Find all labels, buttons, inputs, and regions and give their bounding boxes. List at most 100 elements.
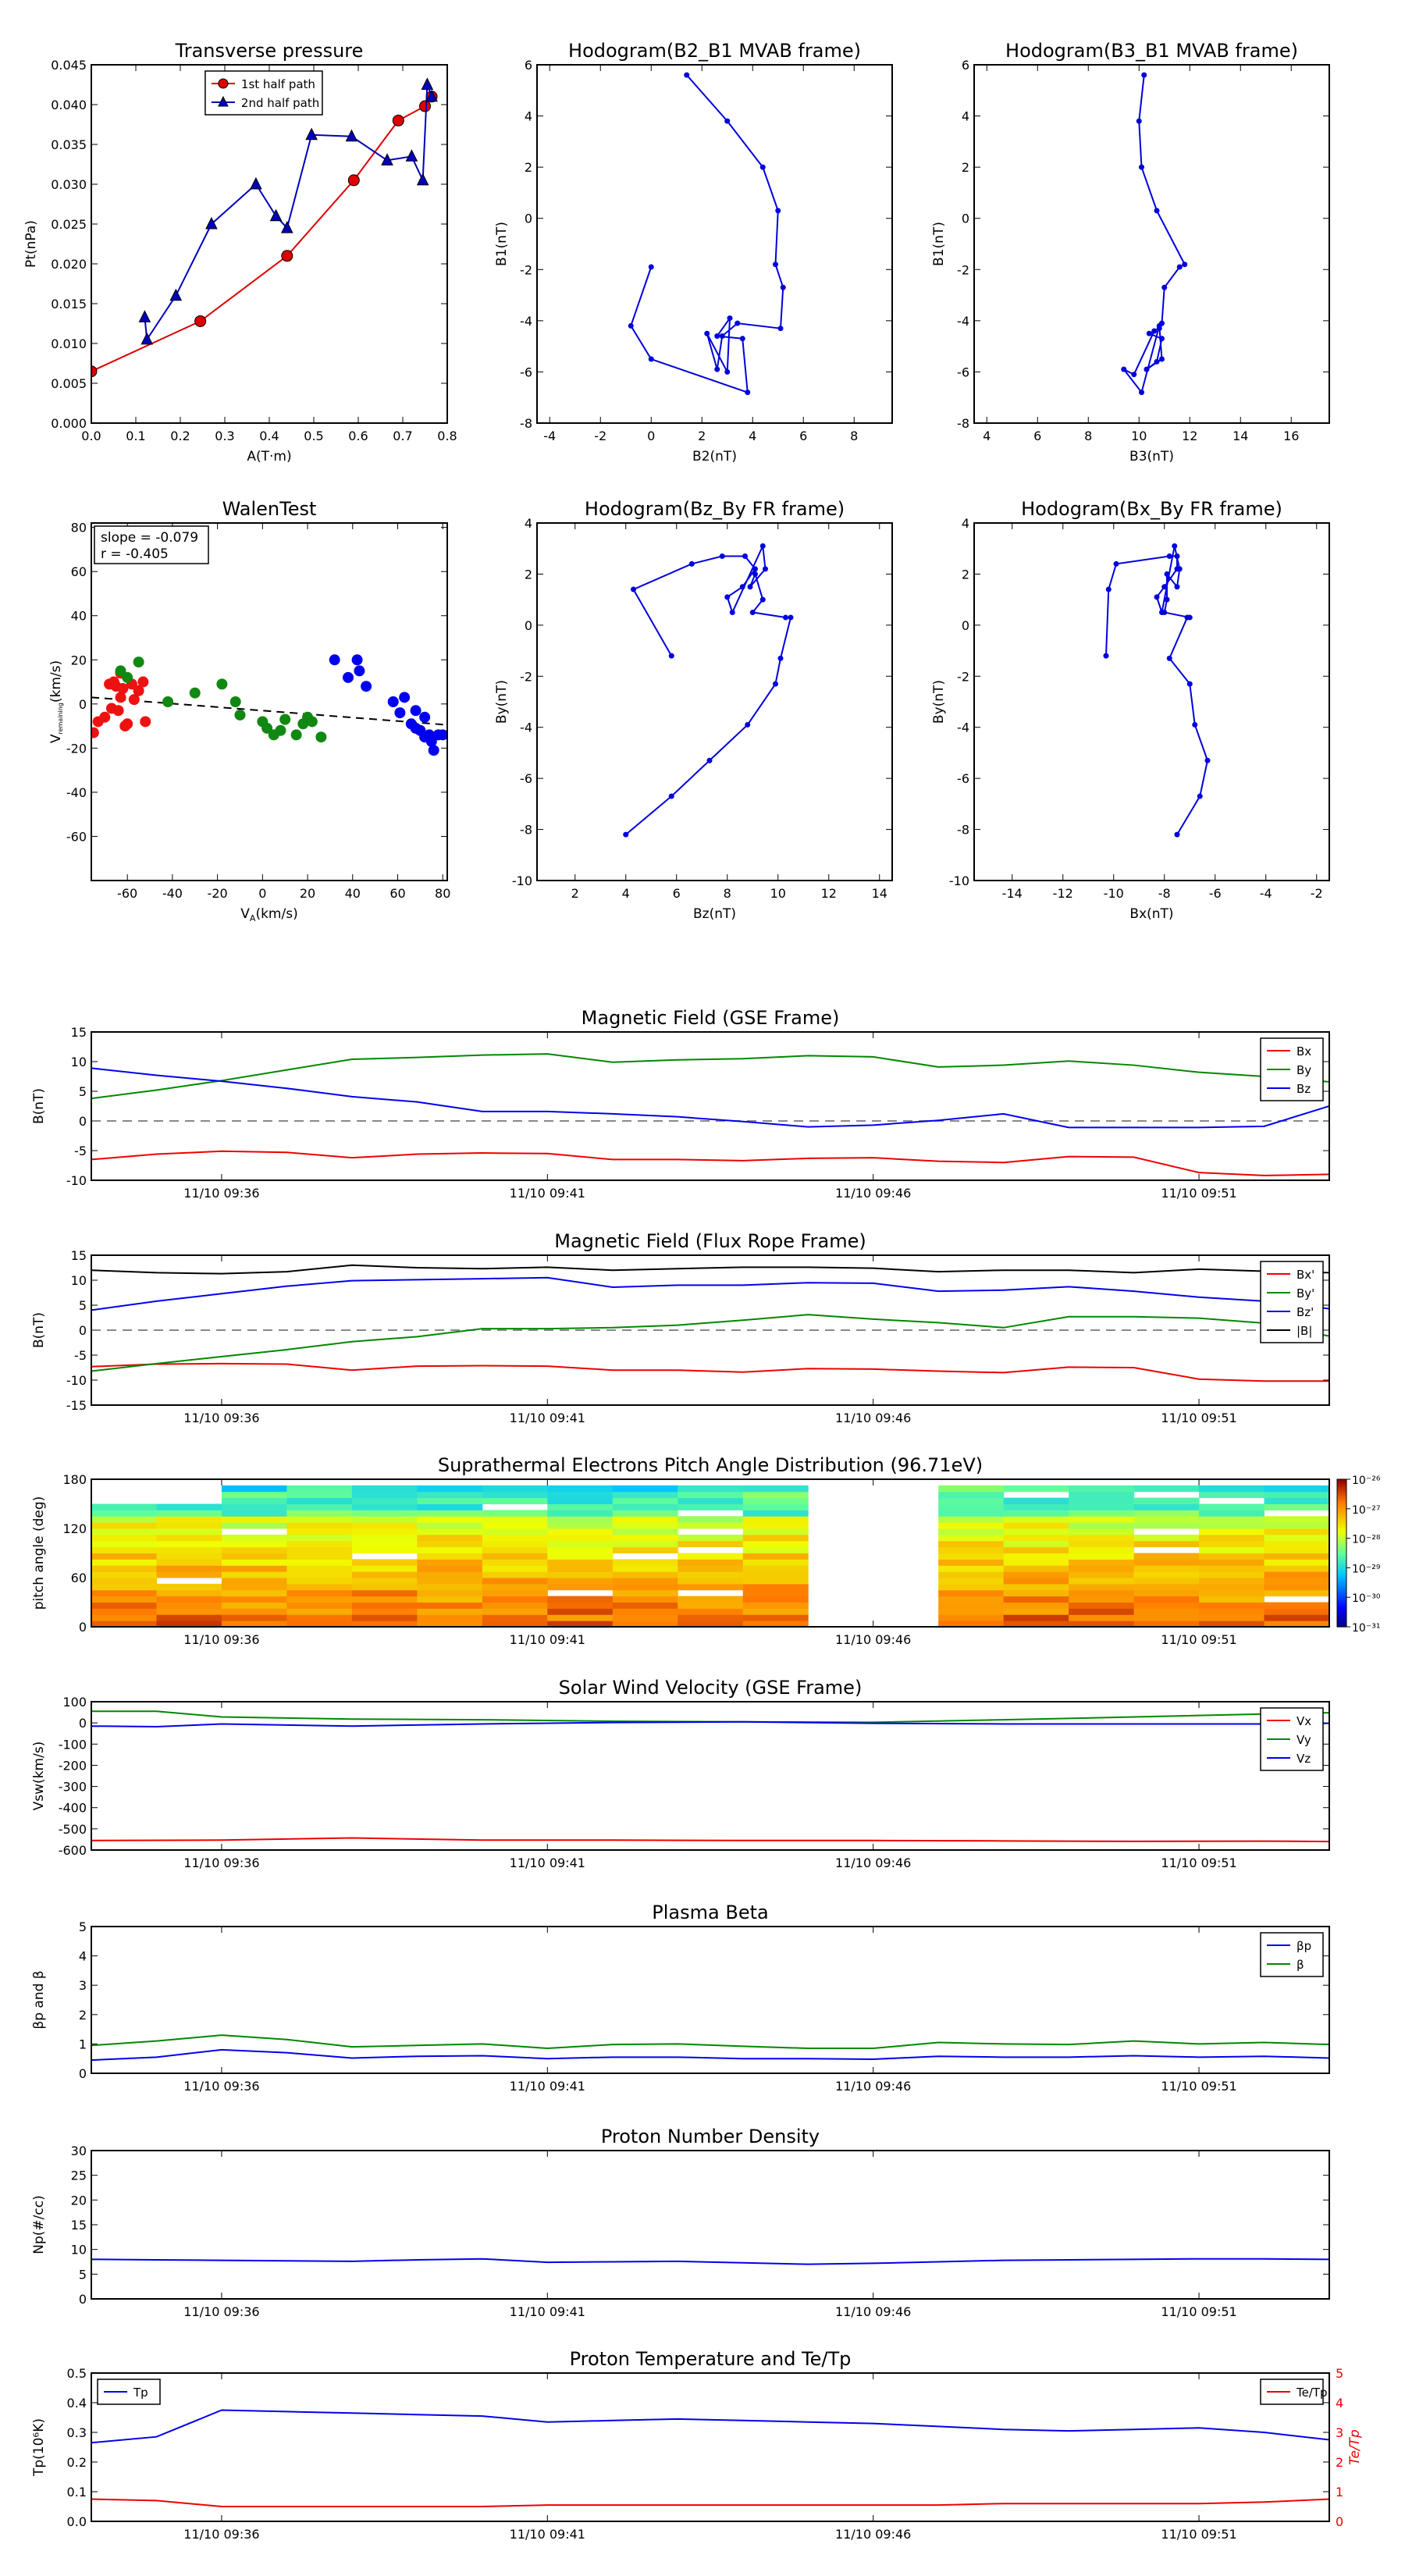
colorbar-band	[1337, 1560, 1346, 1564]
heatmap-cell	[156, 1596, 222, 1603]
heatmap-cell	[742, 1596, 809, 1603]
data-point	[714, 333, 720, 340]
heatmap-cell	[351, 1596, 418, 1603]
data-point	[275, 724, 286, 736]
heatmap-cell	[742, 1485, 809, 1493]
chart-title: Hodogram(B2_B1 MVAB frame)	[568, 40, 861, 62]
y-tick-label: 2	[525, 567, 532, 582]
y-axis-label: B(nT)	[31, 1312, 47, 1348]
panel-walen: WalenTest -60 -40 -20 0 20 40 60 80 -60 -40 -20 0 20 4…	[48, 498, 450, 923]
regression-fit-line	[91, 696, 447, 726]
panel-mag_gse: Magnetic Field (GSE Frame) -10 -5 0 5 10 15 11/…	[31, 1007, 1330, 1201]
y-tick-label: -6	[520, 365, 532, 379]
x-tick-label: 12	[1182, 429, 1197, 443]
heatmap-cell	[482, 1559, 548, 1566]
heatmap-cell	[1133, 1578, 1200, 1585]
series-2	[329, 654, 447, 756]
heatmap-cell	[742, 1571, 809, 1578]
heatmap-cell	[547, 1510, 614, 1517]
heatmap-cell	[417, 1534, 483, 1542]
chart-title: Suprathermal Electrons Pitch Angle Distr…	[438, 1454, 983, 1476]
heatmap-cell	[938, 1614, 1005, 1621]
x-tick-label: -10	[1104, 886, 1124, 901]
heatmap-cell	[351, 1621, 418, 1627]
heatmap-cell	[1003, 1589, 1069, 1597]
heatmap-cell	[351, 1503, 418, 1510]
right-y-axis-label: Te/Tp	[1347, 2429, 1363, 2465]
legend-frame	[205, 70, 323, 116]
y-tick-label: 60	[71, 564, 87, 579]
x-tick-label: 20	[300, 886, 315, 901]
data-point	[747, 584, 753, 590]
colorbar-tick-label: 10⁻³⁰	[1352, 1592, 1381, 1605]
plot-frame	[91, 1478, 1330, 1628]
legend-label: Bx	[1297, 1044, 1311, 1059]
colorbar-tick-label: 10⁻²⁶	[1352, 1475, 1381, 1487]
data-point	[1186, 614, 1193, 621]
data-point	[189, 687, 201, 699]
heatmap-cell	[156, 1510, 222, 1517]
heatmap-cell	[678, 1578, 744, 1585]
y-tick-label: 0	[525, 618, 532, 633]
heatmap-cell	[1133, 1553, 1200, 1560]
heatmap-cell	[91, 1621, 157, 1627]
heatmap-cell	[938, 1571, 1005, 1578]
x-tick-label: 0.2	[170, 429, 190, 443]
data-point	[1154, 358, 1160, 365]
data-point	[205, 216, 218, 229]
heatmap-cell	[91, 1553, 157, 1560]
colorbar-tick-label: 10⁻³¹	[1352, 1622, 1380, 1635]
series-line	[91, 1314, 1329, 1372]
y-tick-label: -4	[520, 720, 532, 735]
heatmap-cell	[678, 1602, 744, 1609]
x-tick-label: 6	[1033, 429, 1041, 443]
y-axis-ticks: 0 1 2 3 4 5	[79, 1920, 1329, 2081]
legend: βp β	[1260, 1932, 1324, 1977]
heatmap-cell	[91, 1565, 157, 1572]
heatmap-cell	[1003, 1528, 1069, 1535]
heatmap-cell	[742, 1528, 809, 1535]
data-point	[162, 696, 174, 707]
heatmap-cell	[1069, 1589, 1135, 1597]
plot-frame	[91, 1031, 1330, 1181]
heatmap-cell	[1199, 1546, 1265, 1553]
data-point	[305, 127, 318, 141]
x-tick-label: 4	[622, 886, 630, 901]
heatmap-cell	[1003, 1546, 1069, 1553]
legend-label: By	[1297, 1063, 1311, 1077]
heatmap-cell	[1133, 1559, 1200, 1566]
series-0	[628, 72, 786, 396]
heatmap-cell	[417, 1516, 483, 1523]
x-tick-label: 11/10 09:36	[183, 1411, 259, 1425]
heatmap-cell	[351, 1485, 418, 1493]
data-point	[724, 594, 731, 600]
data-point	[381, 153, 393, 165]
colorbar-band	[1337, 1521, 1346, 1525]
data-point	[1159, 610, 1165, 615]
heatmap-cell	[938, 1534, 1005, 1542]
heatmap-cell	[1003, 1516, 1069, 1523]
colorbar-band	[1337, 1592, 1346, 1596]
data-point	[394, 707, 406, 719]
heatmap-cell	[417, 1578, 483, 1585]
heatmap-cell	[1069, 1534, 1135, 1542]
series-line	[630, 74, 784, 394]
heatmap-cell	[417, 1565, 483, 1572]
chart-title: Solar Wind Velocity (GSE Frame)	[559, 1677, 863, 1699]
colorbar-band	[1337, 1580, 1346, 1583]
heatmap-cell	[938, 1546, 1005, 1553]
heatmap-cell	[938, 1621, 1005, 1627]
y-tick-label: 40	[71, 609, 87, 624]
heatmap-cell	[1264, 1522, 1329, 1529]
heatmap-cell	[742, 1553, 809, 1560]
heatmap-cell	[1069, 1608, 1135, 1615]
y-tick-label: 25	[71, 2169, 87, 2183]
data-point	[137, 676, 149, 688]
heatmap-cell	[1069, 1528, 1135, 1535]
x-tick-label: -40	[162, 886, 183, 901]
data-point	[290, 729, 302, 741]
colorbar-band	[1337, 1617, 1346, 1621]
series-bz	[91, 1276, 1329, 1311]
heatmap-cell	[286, 1571, 353, 1578]
